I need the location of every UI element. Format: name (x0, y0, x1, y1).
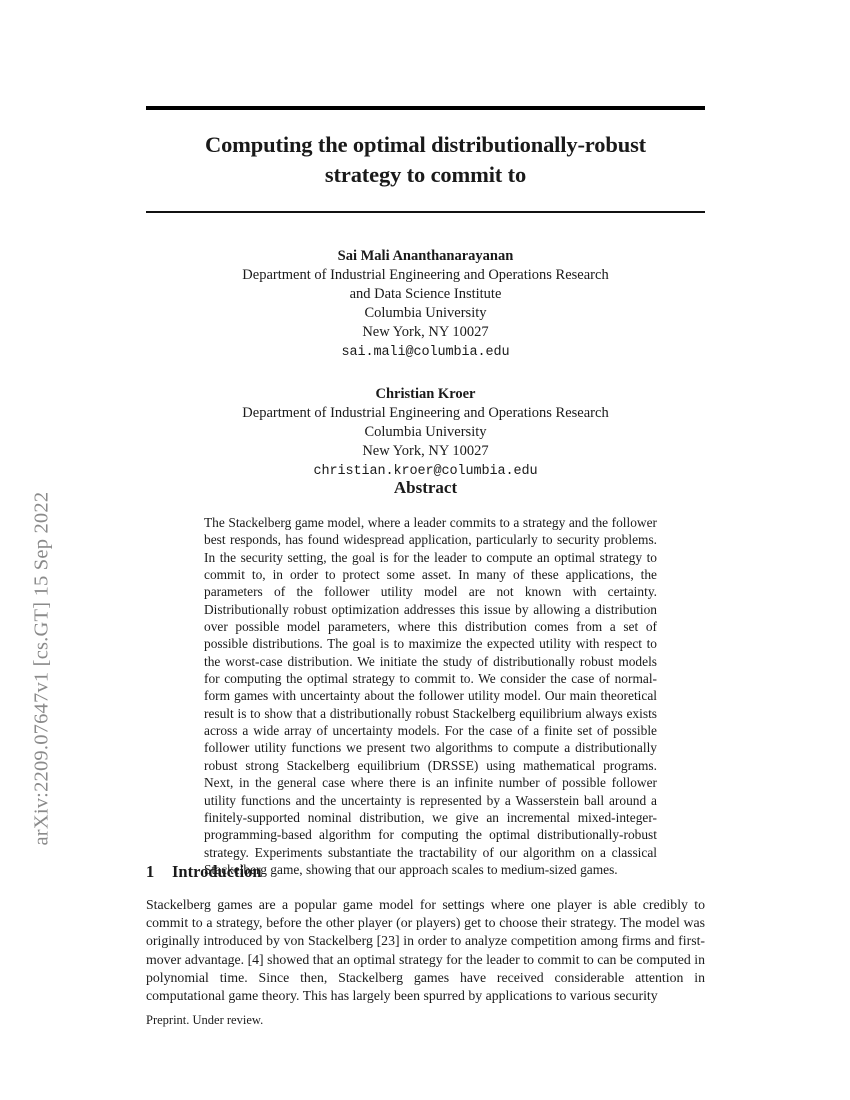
author-name: Christian Kroer (375, 386, 476, 402)
section-title: Introduction (172, 862, 262, 881)
author-institution: Columbia University (364, 424, 487, 440)
author-email[interactable]: sai.mali@columbia.edu (341, 345, 510, 360)
author-block: Christian Kroer Department of Industrial… (146, 385, 705, 482)
author-name: Sai Mali Ananthanarayanan (337, 248, 514, 264)
author-list: Sai Mali Ananthanarayanan Department of … (146, 247, 705, 482)
paper-title-line-2: strategy to commit to (324, 162, 527, 187)
author-email[interactable]: christian.kroer@columbia.edu (313, 464, 538, 479)
arxiv-stamp: arXiv:2209.07647v1 [cs.GT] 15 Sep 2022 (0, 0, 70, 1100)
paper-content-column: Computing the optimal distributionally-r… (146, 0, 705, 1100)
arxiv-identifier-text: arXiv:2209.07647v1 [cs.GT] 15 Sep 2022 (30, 491, 53, 846)
abstract-text: The Stackelberg game model, where a lead… (204, 515, 657, 877)
author-address: New York, NY 10027 (362, 324, 489, 340)
author-address: New York, NY 10027 (362, 443, 489, 459)
author-affiliation-line-1: Department of Industrial Engineering and… (242, 267, 609, 283)
introduction-paragraph: Stackelberg games are a popular game mod… (146, 897, 705, 1004)
paper-title-line-1: Computing the optimal distributionally-r… (204, 132, 647, 157)
author-institution: Columbia University (364, 305, 487, 321)
abstract-heading: Abstract (393, 478, 458, 497)
title-rule-top (146, 106, 705, 110)
section-heading-introduction: 1 Introduction (146, 862, 705, 882)
section-number: 1 (146, 862, 155, 881)
author-block: Sai Mali Ananthanarayanan Department of … (146, 247, 705, 363)
preprint-footer-note: Preprint. Under review. (146, 1013, 264, 1027)
author-affiliation-line-1: Department of Industrial Engineering and… (242, 405, 609, 421)
paper-title: Computing the optimal distributionally-r… (146, 130, 705, 190)
author-affiliation-line-2: and Data Science Institute (349, 286, 502, 302)
title-rule-bottom (146, 211, 705, 213)
